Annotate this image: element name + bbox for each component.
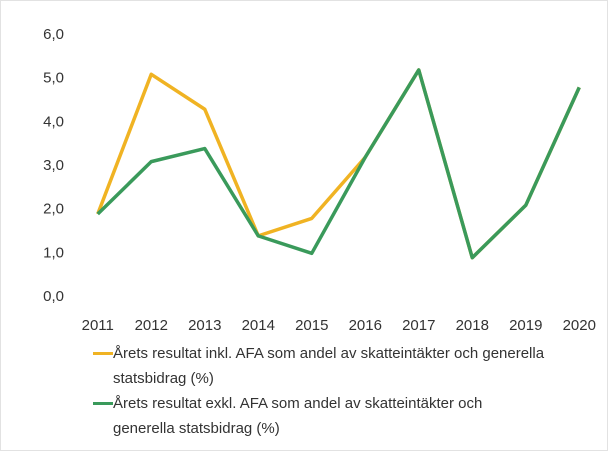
x-tick-label: 2014 [242,317,275,334]
x-tick-label: 2020 [563,317,596,334]
series-line [96,68,581,260]
x-tick-label: 2015 [295,317,328,334]
series-line [96,68,581,260]
x-tick-label: 2017 [402,317,435,334]
x-tick-label: 2016 [349,317,382,334]
y-tick-label: 5,0 [43,70,64,87]
x-tick-label: 2013 [188,317,221,334]
y-tick-label: 1,0 [43,244,64,261]
x-tick-label: 2011 [82,317,114,334]
y-tick-label: 3,0 [43,157,64,174]
legend-item: Årets resultat inkl. AFA som andel av sk… [93,341,563,391]
y-tick-label: 0,0 [43,288,64,305]
legend-item: Årets resultat exkl. AFA som andel av sk… [93,391,563,441]
y-tick-label: 4,0 [43,113,64,130]
legend-swatch [93,402,113,405]
x-tick-label: 2012 [135,317,168,334]
x-tick-label: 2019 [509,317,542,334]
x-tick-label: 2018 [456,317,489,334]
y-tick-label: 2,0 [43,201,64,218]
y-tick-label: 6,0 [43,26,64,43]
legend-label: Årets resultat inkl. AFA som andel av sk… [113,345,545,387]
legend-label: Årets resultat exkl. AFA som andel av sk… [113,395,483,437]
legend-swatch [93,352,113,355]
